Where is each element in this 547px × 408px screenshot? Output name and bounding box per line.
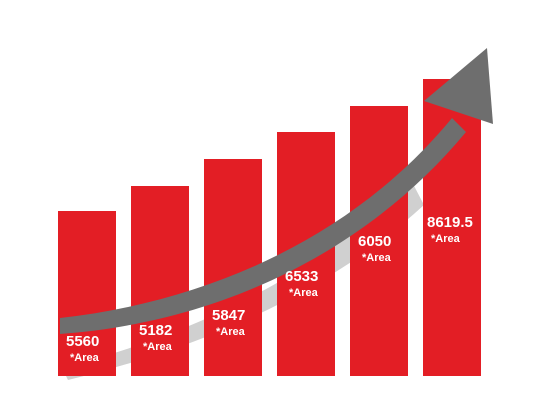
bar-note-label-4: *Area bbox=[289, 287, 319, 299]
bar-note-label-3: *Area bbox=[216, 326, 246, 338]
bar-5 bbox=[350, 106, 408, 376]
bar-value-label-2: 5182 bbox=[139, 322, 172, 339]
bar-value-label-3: 5847 bbox=[212, 307, 245, 324]
bar-value-label-1: 5560 bbox=[66, 333, 99, 350]
bar-note-label-5: *Area bbox=[362, 252, 392, 264]
bar-note-label-6: *Area bbox=[431, 233, 461, 245]
bar-2 bbox=[131, 186, 189, 376]
bar-note-label-1: *Area bbox=[70, 352, 100, 364]
bar-value-label-6: 8619.5 bbox=[427, 214, 473, 231]
growth-arrow-layer bbox=[60, 48, 493, 334]
bar-value-label-4: 6533 bbox=[285, 268, 318, 285]
data-labels-layer: 5560 *Area 5182 *Area 5847 *Area 6533 *Area 6050… bbox=[66, 214, 473, 364]
bars-layer bbox=[58, 79, 481, 376]
bar-value-label-5: 6050 bbox=[358, 233, 391, 250]
bar-1 bbox=[58, 211, 116, 376]
growth-arrow-head bbox=[424, 48, 493, 124]
bar-note-label-2: *Area bbox=[143, 341, 173, 353]
growth-arrow-body bbox=[60, 118, 466, 334]
